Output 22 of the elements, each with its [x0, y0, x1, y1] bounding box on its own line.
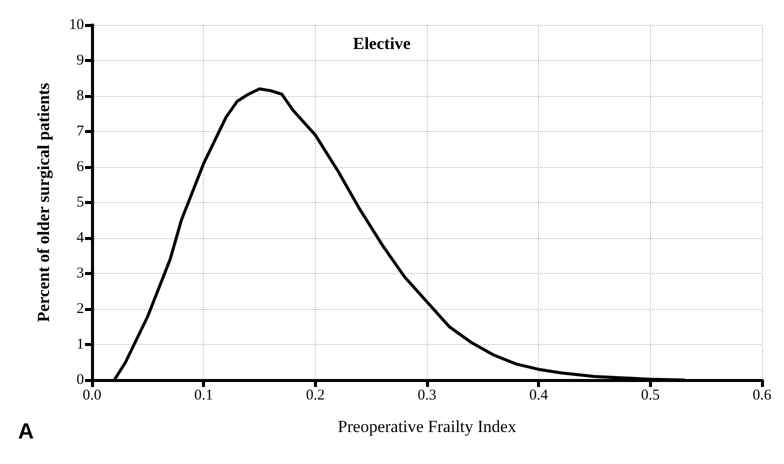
x-axis-title: Preoperative Frailty Index [338, 417, 517, 436]
x-tick-label: 0.4 [529, 388, 549, 404]
y-tick-label: 7 [76, 124, 84, 140]
x-tick-label: 0.0 [82, 388, 102, 404]
y-tick-label: 6 [76, 159, 84, 175]
y-tick-label: 2 [76, 301, 84, 317]
y-tick-label: 10 [69, 17, 84, 33]
text: A [18, 418, 34, 444]
y-tick-label: 1 [76, 336, 84, 352]
x-tick-label: 0.1 [194, 388, 214, 404]
y-tick-label: 4 [76, 230, 84, 246]
text: Elective [353, 34, 412, 53]
y-tick-label: 5 [76, 194, 84, 210]
y-tick-label: 3 [76, 266, 84, 282]
y-axis-title: Percent of older surgical patients [34, 82, 53, 322]
x-tick-label: 0.6 [752, 388, 772, 404]
x-tick-label: 0.3 [418, 388, 436, 404]
x-tick-label: 0.5 [640, 388, 660, 404]
x-tick-label: 0.2 [306, 388, 325, 404]
y-tick-label: 9 [76, 52, 84, 68]
y-tick-label: 8 [76, 88, 84, 104]
y-tick-label: 0 [76, 372, 84, 388]
